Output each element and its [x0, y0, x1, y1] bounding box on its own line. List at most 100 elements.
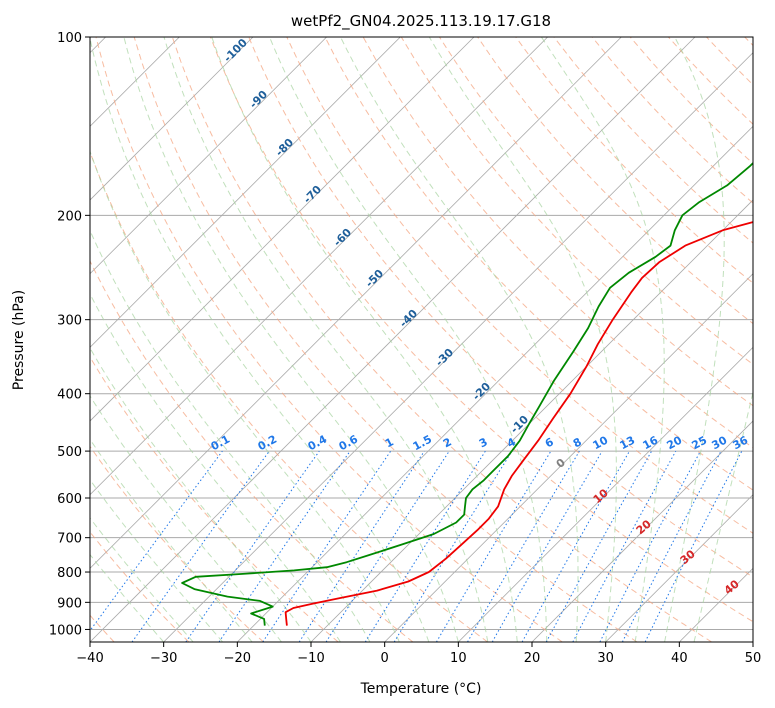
- mixing-ratio-line: [262, 450, 392, 642]
- mixing-ratio-label: 1: [383, 435, 396, 450]
- moist-adiabat-line: [90, 293, 341, 642]
- mixing-ratio-label: 13: [618, 434, 638, 453]
- dry-adiabat-line: [210, 37, 753, 623]
- y-tick-label: 900: [57, 596, 82, 611]
- chart-title: wetPf2_GN04.2025.113.19.17.G18: [291, 12, 551, 31]
- mixing-ratio-line: [185, 450, 320, 642]
- dry-adiabat-label: -70: [301, 183, 324, 206]
- moist-adiabat-line: [90, 553, 165, 642]
- isotherm-line: [90, 37, 475, 422]
- mixing-ratio-line: [298, 450, 425, 642]
- y-axis-label: Pressure (hPa): [11, 290, 27, 390]
- moist-adiabat-line: [90, 149, 400, 642]
- x-tick-label: 40: [671, 651, 688, 666]
- mixing-ratio-label: 10: [591, 433, 611, 452]
- mixing-ratio-line: [572, 450, 677, 642]
- moist-adiabat-label: 0: [554, 456, 568, 471]
- moist-adiabat-label: 20: [634, 517, 654, 537]
- mixing-ratio-label: 0.2: [256, 433, 279, 454]
- isotherm-line: [384, 273, 753, 642]
- x-axis-label: Temperature (°C): [360, 681, 482, 697]
- moist-adiabat-label: 40: [722, 577, 742, 597]
- mixing-ratio-line: [218, 450, 351, 642]
- axes: −40 −30 −20 −10 0 10 20 30 40 5010020030040050060…: [49, 31, 761, 666]
- dry-adiabat-line: [90, 531, 190, 642]
- dry-adiabat-label: -100: [221, 36, 250, 65]
- x-tick-label: 50: [745, 651, 762, 666]
- isotherm-line: [90, 37, 254, 201]
- mixing-ratio-label: 0.1: [209, 433, 232, 454]
- mixing-ratio-line: [545, 450, 653, 642]
- y-tick-label: 200: [57, 209, 82, 224]
- mixing-ratio-label: 36: [731, 433, 751, 452]
- mixing-ratio-line: [393, 450, 513, 642]
- grid-lines: [90, 37, 753, 642]
- mixing-ratio-label: 0.4: [306, 432, 330, 453]
- isotherm-line: [90, 37, 548, 496]
- isotherm-line: [237, 125, 753, 642]
- x-tick-label: −20: [224, 651, 251, 666]
- isotherm-line: [90, 37, 622, 569]
- y-tick-label: 300: [57, 314, 82, 329]
- isotherm-line: [458, 346, 753, 642]
- mixing-ratio-label: 8: [571, 435, 584, 450]
- dry-adiabat-line: [171, 37, 712, 642]
- mixing-ratio-label: 3: [477, 435, 490, 450]
- moist-adiabat-line: [540, 37, 665, 642]
- moist-adiabat-line: [90, 479, 223, 642]
- y-tick-label: 100: [57, 31, 82, 46]
- moist-adiabat-line: [90, 517, 194, 642]
- moist-adiabat-label: 10: [591, 486, 611, 506]
- line-labels: -100 -90 -80 -70 -60 -50 -40 -30 -20 -10 0.1 0.2 0.4…: [209, 36, 751, 597]
- isotherm-line: [90, 37, 401, 348]
- mixing-ratio-line: [364, 450, 486, 642]
- dry-adiabat-line: [133, 37, 638, 642]
- mixing-ratio-label: 1.5: [411, 433, 434, 454]
- plot-frame: [89, 36, 754, 643]
- mixing-ratio-line: [90, 450, 223, 632]
- x-tick-label: 10: [450, 651, 467, 666]
- dry-adiabat-line: [324, 37, 753, 491]
- mixing-ratio-line: [131, 450, 270, 642]
- moist-adiabat-line: [428, 37, 617, 642]
- dry-adiabat-label: -40: [397, 307, 420, 330]
- moist-adiabat-line: [90, 229, 371, 642]
- dry-adiabat-line: [515, 37, 753, 284]
- mixing-ratio-line: [521, 450, 630, 642]
- x-tick-label: −10: [297, 651, 324, 666]
- moist-adiabat-line: [693, 390, 753, 642]
- mixing-ratio-label: 0.6: [337, 432, 361, 453]
- mixing-ratio-line: [644, 450, 743, 642]
- isotherm-line: [90, 37, 327, 275]
- moist-adiabat-line: [90, 438, 253, 642]
- mixing-ratio-line: [599, 450, 701, 642]
- temperature-curve: [284, 221, 753, 626]
- dry-adiabat-line: [744, 37, 753, 47]
- mixing-ratio-label: 6: [543, 435, 556, 450]
- dry-adiabat-line: [248, 37, 753, 578]
- x-tick-label: −30: [150, 651, 177, 666]
- dry-adiabat-label: -20: [470, 380, 493, 403]
- y-tick-label: 700: [57, 532, 82, 547]
- mixing-ratio-label: 4: [505, 435, 518, 450]
- dry-adiabat-line: [90, 445, 264, 642]
- moist-adiabat-line: [163, 37, 489, 642]
- x-tick-label: 0: [381, 651, 389, 666]
- moist-adiabat-line: [90, 347, 312, 642]
- moist-adiabat-line: [340, 37, 579, 642]
- moist-adiabat-line: [269, 37, 548, 642]
- mixing-ratio-label: 25: [690, 434, 710, 453]
- moist-adiabat-line: [90, 37, 430, 642]
- moist-adiabat-line: [211, 37, 518, 642]
- x-tick-label: 30: [597, 651, 614, 666]
- isotherm-line: [163, 52, 753, 642]
- moist-adiabat-line: [664, 37, 725, 642]
- dry-adiabat-label: -60: [331, 226, 354, 249]
- y-tick-label: 400: [57, 388, 82, 403]
- moist-adiabat-label: 30: [678, 547, 698, 567]
- y-tick-label: 1000: [49, 623, 82, 638]
- dry-adiabat-line: [95, 37, 563, 642]
- dry-adiabat-line: [553, 37, 753, 244]
- mixing-ratio-label: 30: [710, 433, 730, 452]
